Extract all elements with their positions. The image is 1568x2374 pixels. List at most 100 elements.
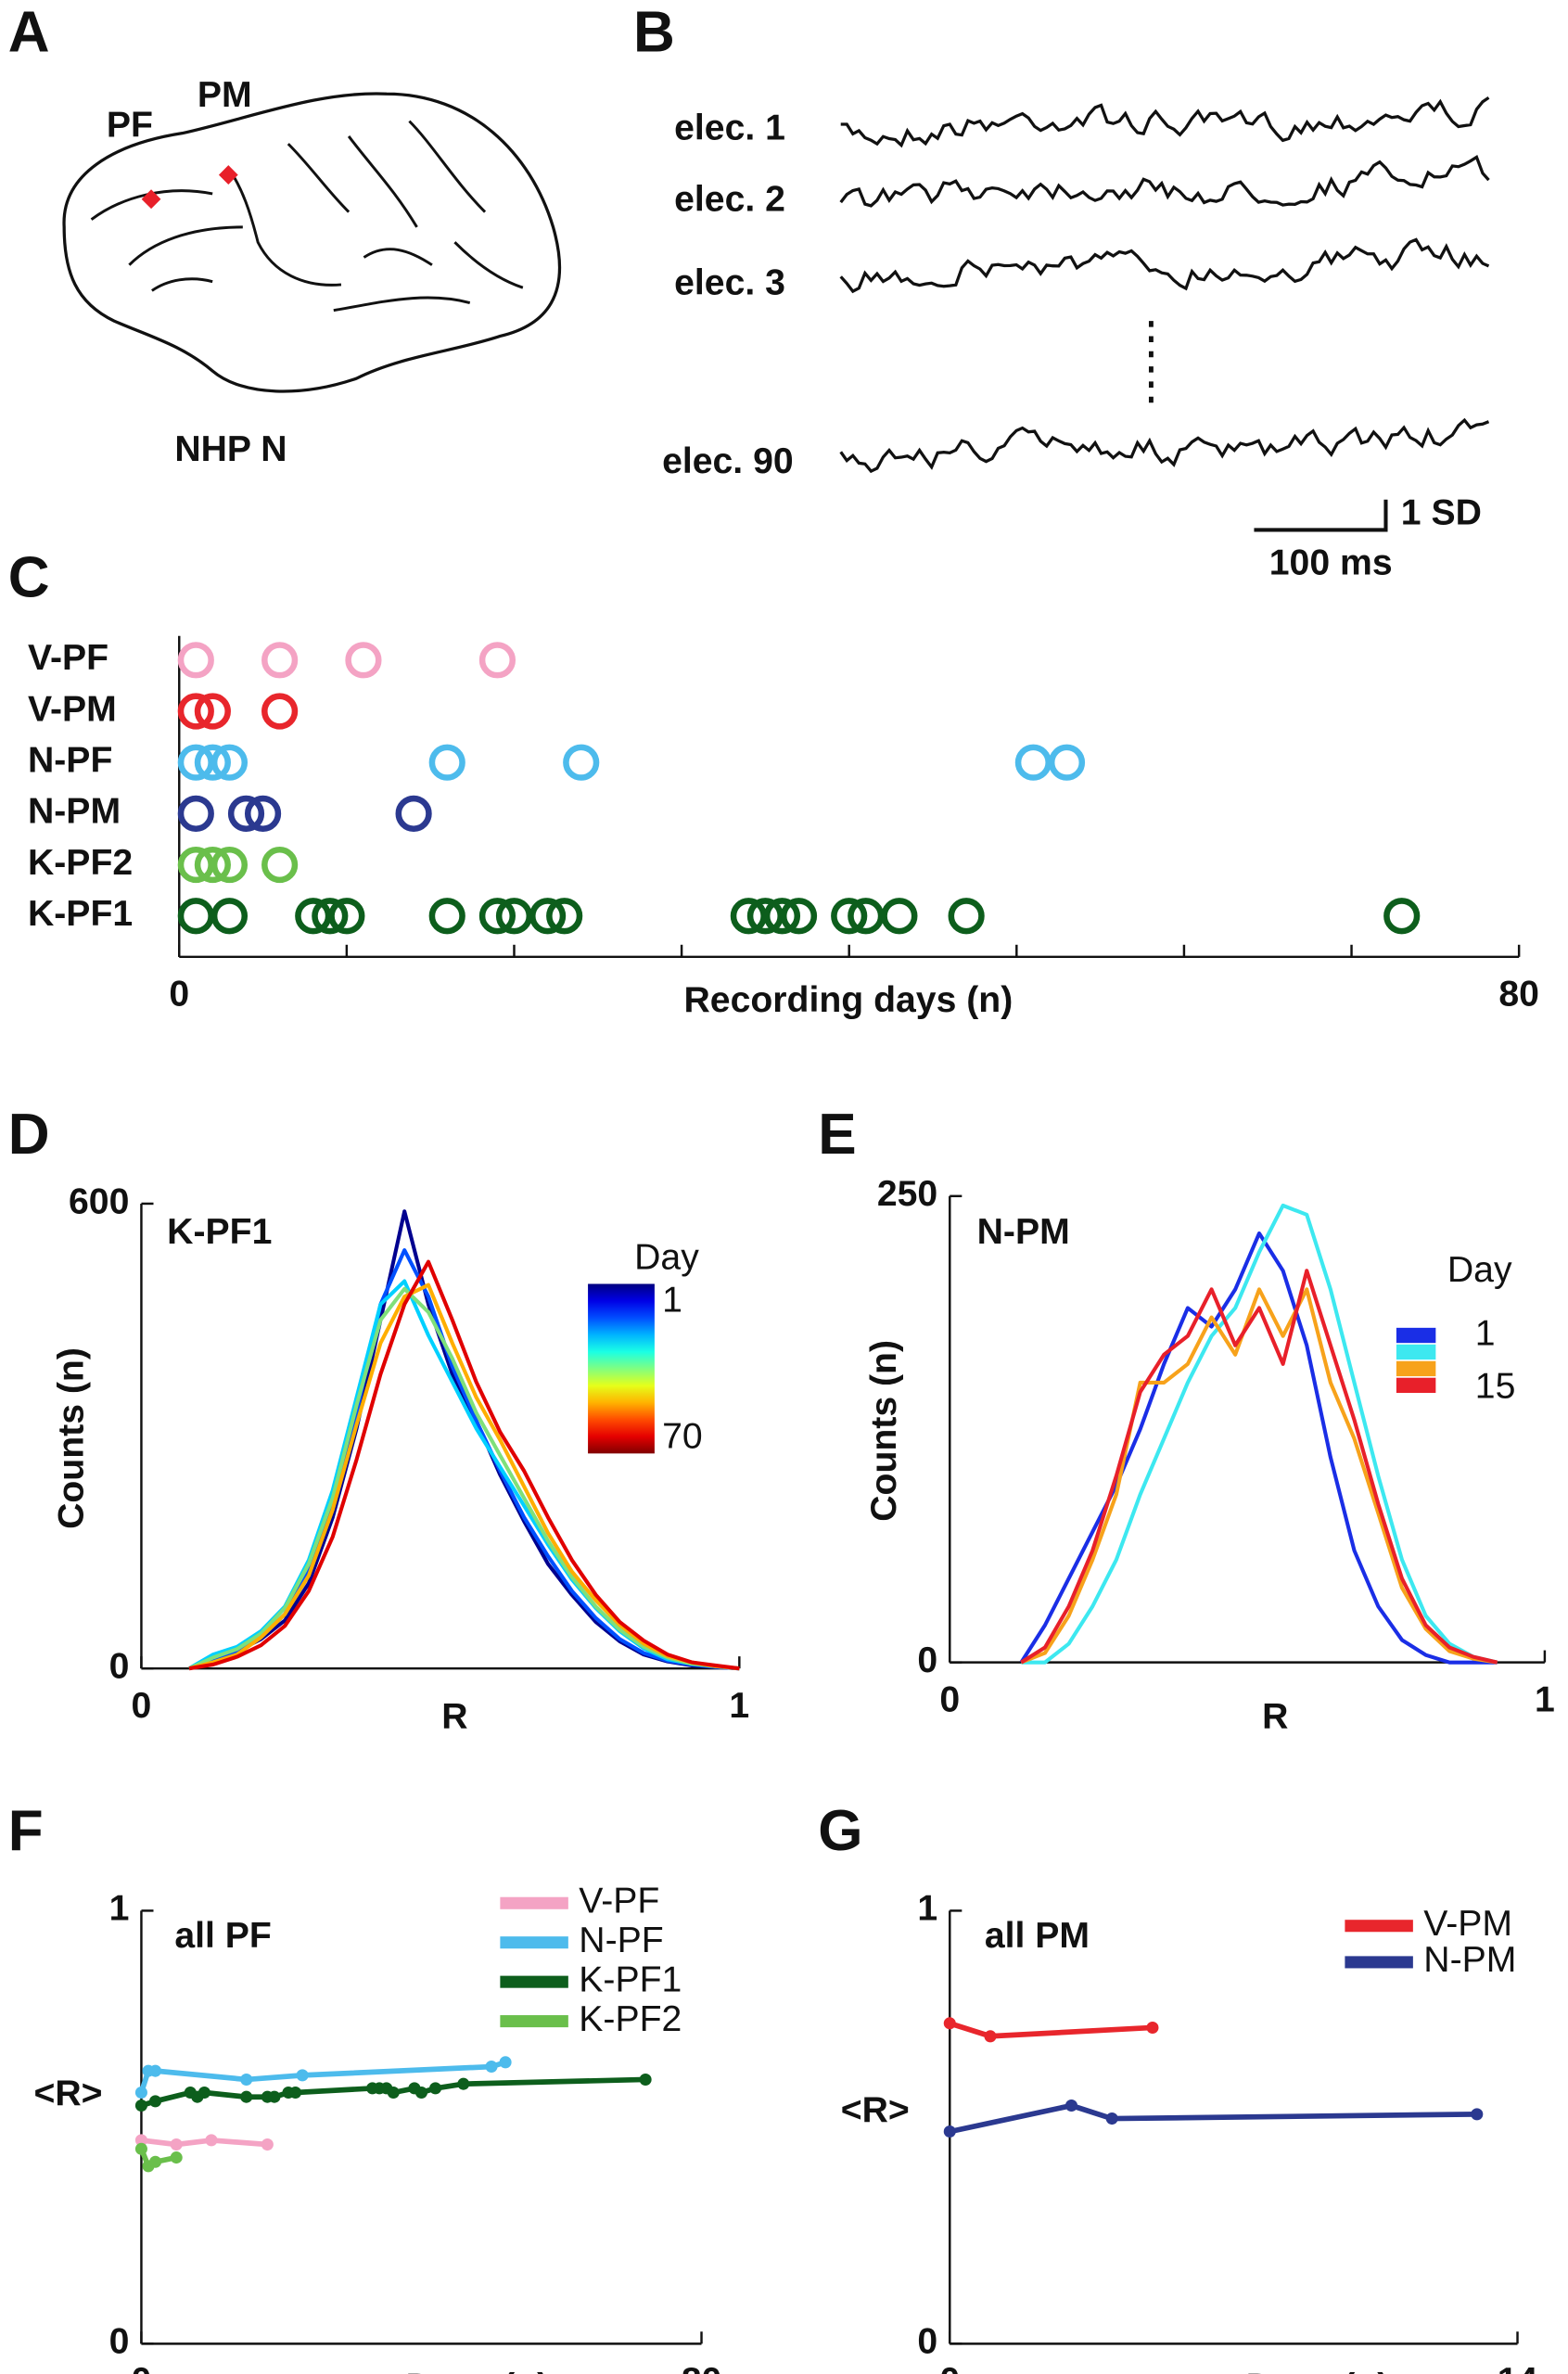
point: [1064, 2100, 1078, 2112]
point: [134, 2142, 147, 2155]
legend-swatch: [1396, 1344, 1436, 1360]
point: [268, 2090, 281, 2103]
series-line: [188, 1248, 740, 1671]
chart-title: all PF: [174, 1916, 272, 1956]
site-marker: [218, 165, 238, 185]
x-tick-label: 1: [729, 1686, 749, 1726]
electrode-label: elec. 3: [674, 262, 785, 302]
dot: [177, 744, 214, 781]
row-label: N-PM: [28, 792, 121, 832]
x-tick-label: 80: [682, 2361, 722, 2374]
trace: [839, 237, 1490, 294]
dot: [546, 898, 583, 935]
legend-label: 15: [1475, 1366, 1516, 1406]
point: [387, 2086, 400, 2100]
colorbar: [588, 1283, 655, 1454]
colorbar-tick: 70: [662, 1416, 703, 1456]
y-axis-label: Counts (n): [51, 1347, 91, 1529]
region-label: PM: [198, 75, 252, 115]
row-label: K-PF1: [28, 894, 133, 934]
series-line: [1021, 1203, 1498, 1665]
dot: [194, 744, 231, 781]
point: [499, 2056, 512, 2069]
legend-swatch: [1345, 1920, 1413, 1933]
dot: [495, 898, 533, 935]
legend-label: N-PF: [579, 1921, 663, 1960]
chart-title: all PM: [985, 1916, 1090, 1956]
x-axis-label: R: [1262, 1696, 1288, 1736]
legend-label: N-PM: [1423, 1940, 1516, 1980]
point: [639, 2073, 652, 2087]
point: [943, 2017, 956, 2030]
x-axis-label: Days (n): [1246, 2368, 1390, 2374]
electrode-label: elec. 90: [662, 441, 794, 481]
colorbar-tick: 1: [662, 1280, 682, 1320]
scale-bar: [1254, 499, 1388, 532]
panel-letter: A: [8, 1, 50, 65]
panel-letter: C: [8, 545, 50, 609]
dot: [210, 744, 249, 781]
series-line: [188, 1209, 740, 1671]
dot: [177, 642, 214, 679]
point: [134, 2100, 147, 2112]
chart-title: N-PM: [977, 1212, 1070, 1252]
y-tick-label: 0: [109, 2322, 130, 2362]
row-label: K-PF2: [28, 843, 133, 883]
point: [1146, 2021, 1159, 2035]
point: [485, 2060, 498, 2074]
series-line: [1019, 1231, 1498, 1665]
dot: [395, 795, 432, 832]
series-line: [141, 2138, 268, 2148]
series-line: [949, 2021, 1154, 2039]
dot: [194, 693, 231, 730]
point: [1105, 2112, 1118, 2125]
dot: [478, 642, 516, 679]
dot: [177, 693, 214, 730]
point: [457, 2077, 470, 2090]
series-line: [188, 1279, 740, 1671]
x-tick-label: 0: [939, 1679, 960, 1719]
region-label: PF: [107, 105, 153, 145]
trace: [839, 417, 1490, 474]
point: [149, 2064, 162, 2077]
legend-swatch: [1396, 1360, 1436, 1377]
dot: [848, 898, 885, 935]
dot: [345, 642, 382, 679]
y-axis-label: <R>: [34, 2074, 103, 2113]
series-line: [188, 1283, 740, 1671]
row-label: V-PF: [28, 638, 108, 678]
row-label: V-PM: [28, 689, 117, 729]
scale-time: 100 ms: [1269, 542, 1393, 582]
legend-swatch: [500, 1975, 568, 1988]
dot: [428, 898, 465, 935]
y-tick-label: 1: [917, 1889, 937, 1929]
legend-label: V-PM: [1423, 1904, 1512, 1944]
y-tick-label: 0: [109, 1647, 130, 1687]
point: [1471, 2108, 1484, 2121]
x-axis-label: R: [441, 1696, 467, 1736]
legend-label: K-PF2: [579, 1999, 682, 2039]
row-label: N-PF: [28, 741, 112, 781]
dot: [529, 898, 567, 935]
x-tick-label: 80: [1498, 975, 1539, 1015]
point: [240, 2073, 253, 2087]
electrode-label: elec. 1: [674, 108, 785, 148]
y-tick-label: 0: [917, 1640, 937, 1680]
legend-swatch: [1396, 1377, 1436, 1394]
trace: [840, 96, 1490, 148]
legend-swatch: [1345, 1956, 1413, 1969]
y-axis-label: Counts (n): [864, 1340, 904, 1522]
panel-letter: D: [8, 1103, 50, 1167]
series-line: [188, 1259, 740, 1671]
series-line: [1020, 1287, 1498, 1665]
point: [261, 2138, 274, 2151]
dot: [780, 898, 818, 935]
dot: [261, 693, 299, 730]
panel-letter: G: [818, 1799, 862, 1863]
panel-letter: F: [8, 1799, 44, 1863]
dot: [948, 898, 985, 935]
site-marker: [141, 189, 161, 210]
panel-letter: B: [633, 1, 675, 65]
dot: [1383, 898, 1421, 935]
point: [170, 2151, 183, 2164]
